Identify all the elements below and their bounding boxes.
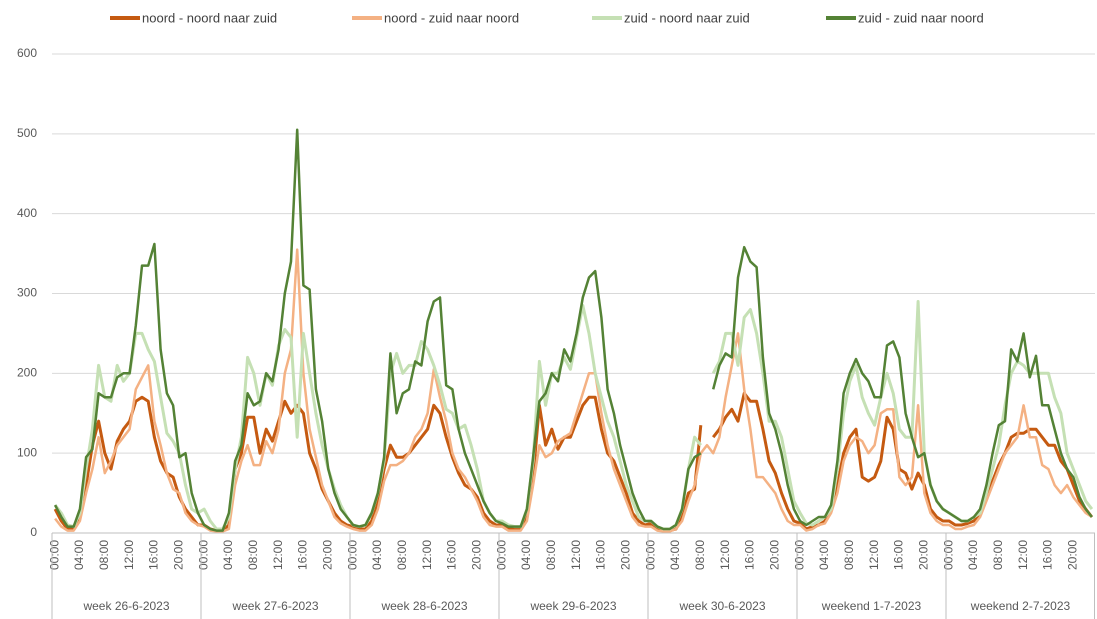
x-tick-label: 20:00 (618, 540, 632, 570)
x-tick-label: 00:00 (643, 540, 657, 570)
x-tick-label: 20:00 (767, 540, 781, 570)
x-tick-label: 20:00 (1065, 540, 1079, 570)
x-tick-label: 04:00 (966, 540, 980, 570)
x-tick-label: 16:00 (892, 540, 906, 570)
y-tick-label: 400 (17, 206, 37, 220)
legend-label: noord - noord naar zuid (142, 10, 277, 25)
y-tick-label: 100 (17, 445, 37, 459)
legend-label: zuid - zuid naar noord (858, 10, 984, 25)
x-tick-label: 00:00 (941, 540, 955, 570)
x-tick-label: 08:00 (246, 540, 260, 570)
x-tick-label: 08:00 (97, 540, 111, 570)
series-line (53, 391, 1094, 533)
x-tick-label: 00:00 (345, 540, 359, 570)
x-tick-label: 12:00 (569, 540, 583, 570)
x-tick-label: 08:00 (693, 540, 707, 570)
y-tick-label: 0 (30, 525, 37, 539)
group-label: week 26-6-2023 (82, 599, 169, 613)
x-tick-label: 12:00 (867, 540, 881, 570)
x-tick-label: 00:00 (196, 540, 210, 570)
x-tick-label: 04:00 (72, 540, 86, 570)
legend-label: zuid - noord naar zuid (624, 10, 750, 25)
x-tick-label: 04:00 (370, 540, 384, 570)
x-tick-label: 08:00 (395, 540, 409, 570)
x-tick-label: 12:00 (420, 540, 434, 570)
x-tick-label: 20:00 (469, 540, 483, 570)
group-label: week 30-6-2023 (678, 599, 765, 613)
series-line (54, 248, 1093, 533)
x-tick-label: 20:00 (320, 540, 334, 570)
x-tick-label: 16:00 (296, 540, 310, 570)
x-tick-label: 16:00 (445, 540, 459, 570)
x-tick-label: 12:00 (1016, 540, 1030, 570)
legend-label: noord - zuid naar noord (384, 10, 519, 25)
x-tick-label: 04:00 (519, 540, 533, 570)
x-tick-label: 08:00 (544, 540, 558, 570)
y-tick-label: 500 (17, 126, 37, 140)
series-line (53, 128, 1093, 532)
x-tick-label: 00:00 (792, 540, 806, 570)
x-tick-label: 04:00 (221, 540, 235, 570)
group-label: week 28-6-2023 (380, 599, 467, 613)
x-tick-label: 08:00 (991, 540, 1005, 570)
y-tick-label: 300 (17, 286, 37, 300)
group-label: week 29-6-2023 (529, 599, 616, 613)
x-tick-label: 20:00 (171, 540, 185, 570)
group-label: week 27-6-2023 (231, 599, 318, 613)
x-tick-label: 12:00 (718, 540, 732, 570)
x-tick-label: 12:00 (271, 540, 285, 570)
y-tick-label: 200 (17, 366, 37, 380)
x-tick-label: 16:00 (743, 540, 757, 570)
x-tick-label: 00:00 (47, 540, 61, 570)
x-tick-label: 16:00 (594, 540, 608, 570)
x-tick-label: 08:00 (842, 540, 856, 570)
group-label: weekend 1-7-2023 (821, 599, 922, 613)
x-tick-label: 16:00 (1041, 540, 1055, 570)
x-tick-label: 04:00 (817, 540, 831, 570)
y-tick-label: 600 (17, 46, 37, 60)
series-line (53, 300, 1094, 531)
x-tick-label: 20:00 (916, 540, 930, 570)
x-tick-label: 00:00 (494, 540, 508, 570)
group-label: weekend 2-7-2023 (970, 599, 1071, 613)
x-tick-label: 04:00 (668, 540, 682, 570)
x-tick-label: 12:00 (122, 540, 136, 570)
x-tick-label: 16:00 (147, 540, 161, 570)
